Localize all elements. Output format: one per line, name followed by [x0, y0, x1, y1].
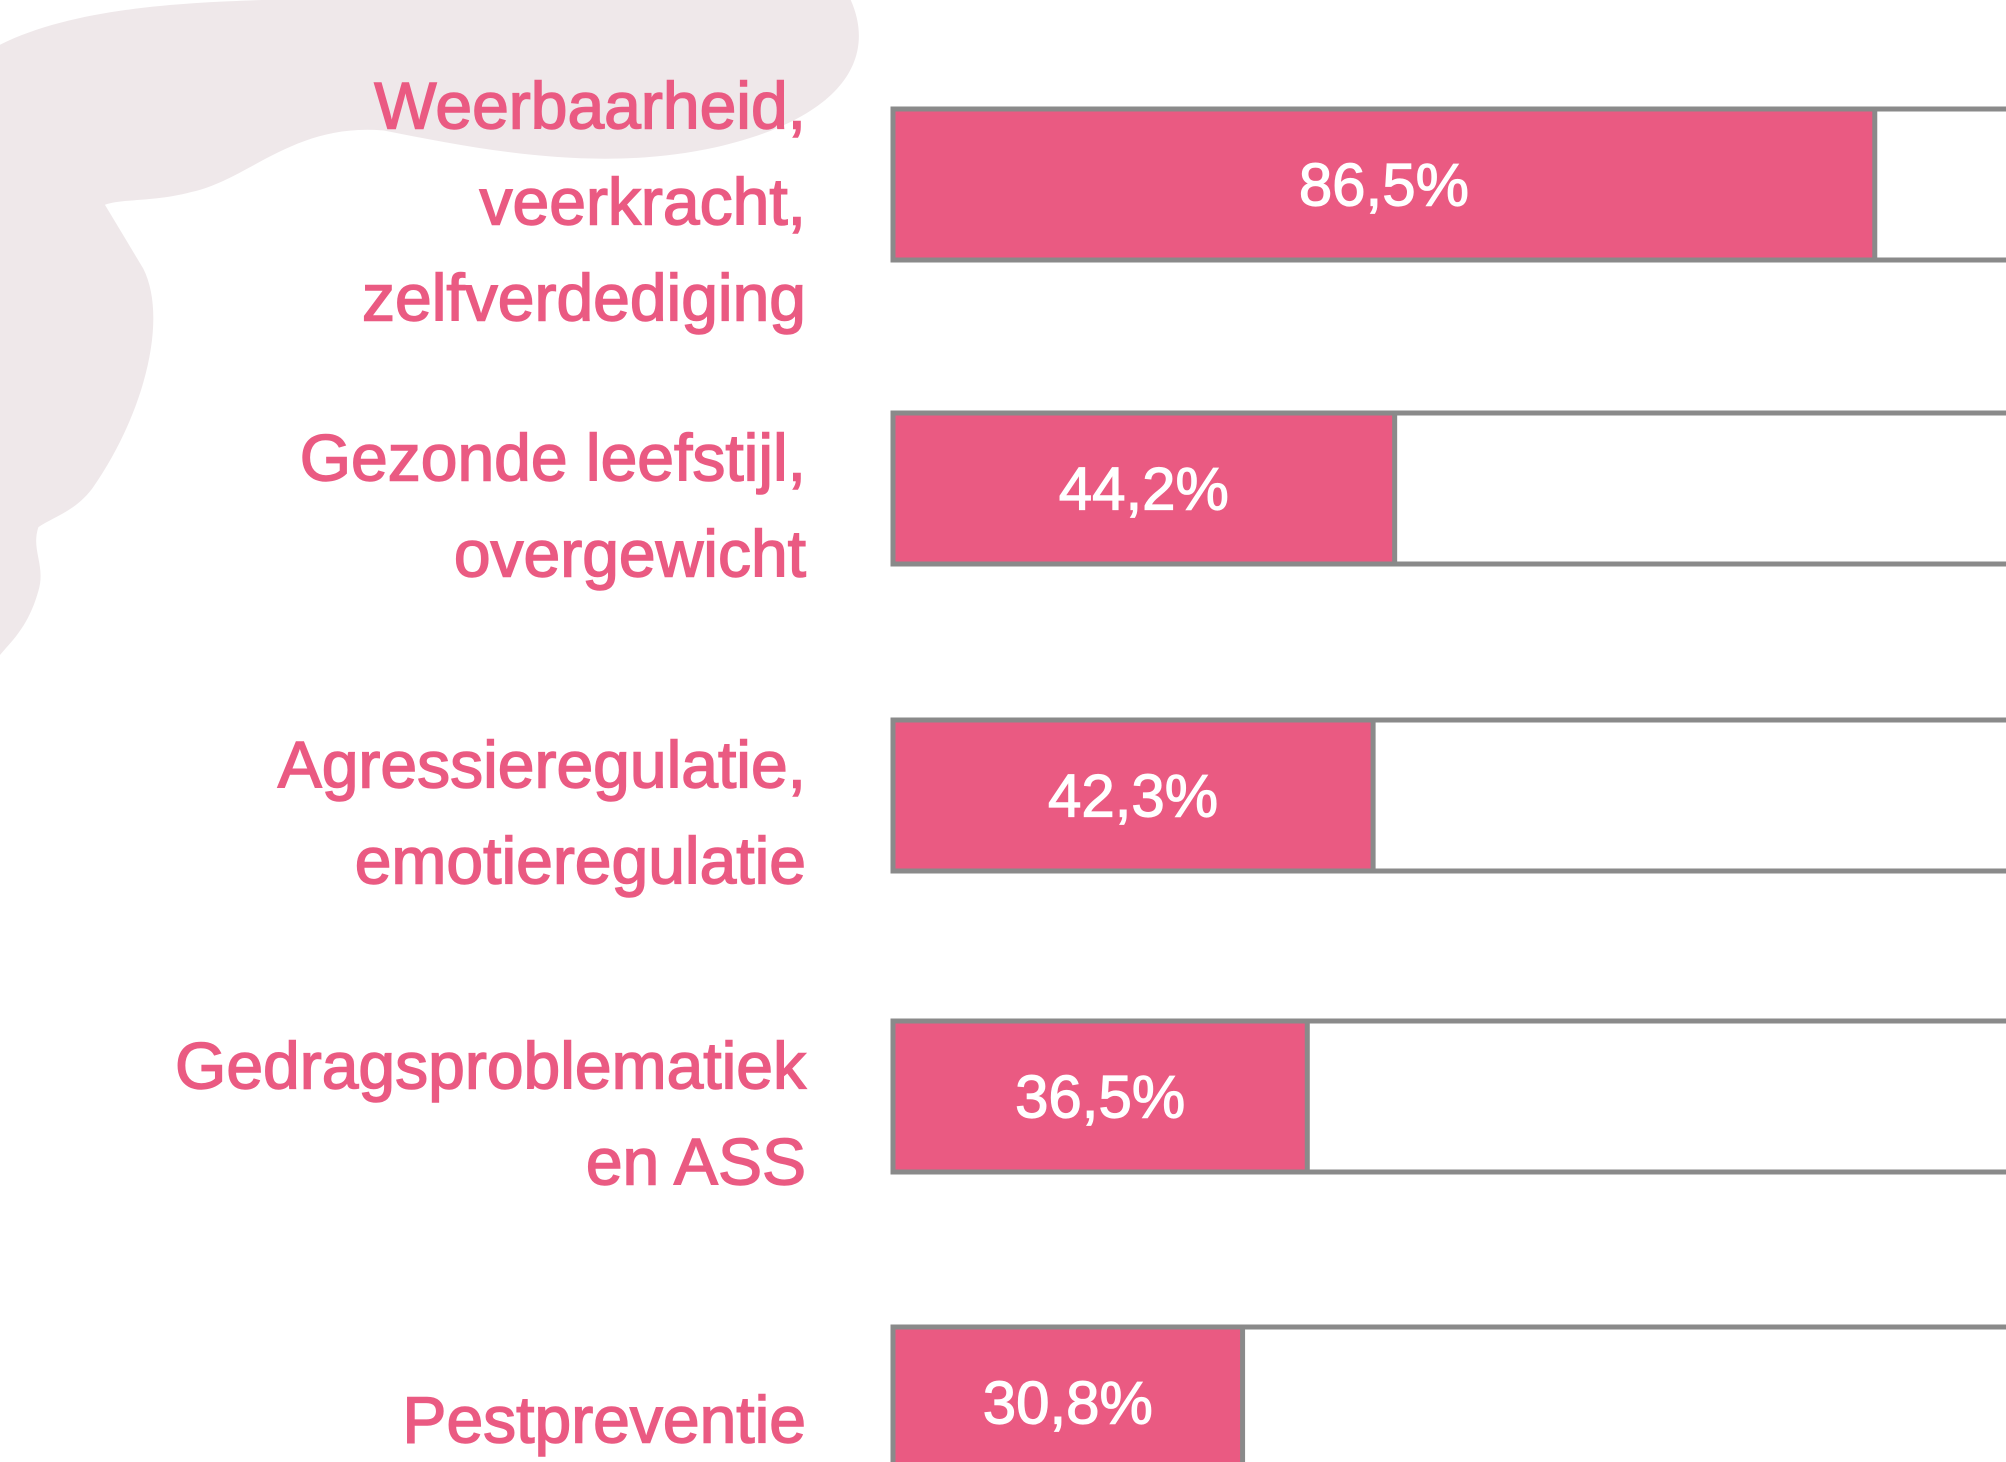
value-label: 42,3%: [1048, 763, 1218, 830]
category-label-line: zelfverdediging: [362, 261, 806, 335]
category-label: Weerbaarheid, veerkracht, zelfverdediging: [362, 69, 806, 335]
value-label: 44,2%: [1059, 456, 1229, 523]
category-label: Pestpreventie: [402, 1383, 806, 1457]
category-label-line: emotieregulatie: [355, 824, 806, 898]
category-label-line: en ASS: [586, 1125, 806, 1199]
value-label: 86,5%: [1299, 152, 1469, 219]
category-label-line: overgewicht: [454, 517, 806, 591]
category-label-line: Pestpreventie: [402, 1383, 806, 1457]
category-label-line: Agressieregulatie,: [278, 728, 806, 802]
category-label-line: Gezonde leefstijl,: [300, 421, 806, 495]
category-label: Gezonde leefstijl, overgewicht: [300, 421, 806, 591]
value-label: 30,8%: [983, 1370, 1153, 1437]
category-label: Agressieregulatie, emotieregulatie: [278, 728, 806, 898]
page: 86,5% Weerbaarheid, veerkracht, zelfverdedi…: [0, 0, 2006, 1462]
chart: 86,5% Weerbaarheid, veerkracht, zelfverdedi…: [0, 0, 2006, 1462]
category-label-line: Weerbaarheid,: [374, 69, 806, 143]
category-label-line: veerkracht,: [480, 165, 806, 239]
value-label: 36,5%: [1015, 1064, 1185, 1131]
category-label-line: Gedragsproblematiek: [175, 1029, 807, 1103]
category-label: Gedragsproblematiek en ASS: [175, 1029, 807, 1199]
